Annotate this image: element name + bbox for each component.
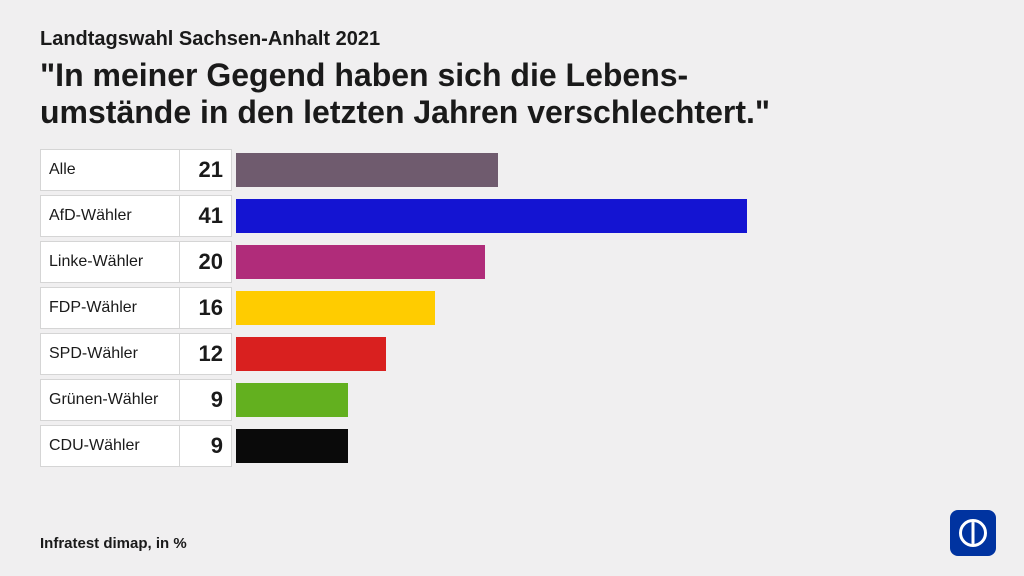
bar-track [236,241,984,283]
source-footer: Infratest dimap, in % [40,535,187,552]
title-line-1: "In meiner Gegend haben sich die Lebens- [40,57,688,93]
bar [236,291,435,325]
row-value: 21 [180,149,232,191]
row-value: 9 [180,379,232,421]
bar-chart: Alle21AfD-Wähler41Linke-Wähler20FDP-Wähl… [40,149,984,471]
bar-track [236,149,984,191]
row-label: SPD-Wähler [40,333,180,375]
bar-track [236,287,984,329]
row-value: 41 [180,195,232,237]
row-value: 12 [180,333,232,375]
row-value: 20 [180,241,232,283]
row-label: Alle [40,149,180,191]
row-value: 16 [180,287,232,329]
table-row: CDU-Wähler9 [40,425,984,467]
table-row: AfD-Wähler41 [40,195,984,237]
row-label: Grünen-Wähler [40,379,180,421]
table-row: Grünen-Wähler9 [40,379,984,421]
row-label: FDP-Wähler [40,287,180,329]
bar [236,337,386,371]
bar-track [236,195,984,237]
bar-track [236,379,984,421]
table-row: Alle21 [40,149,984,191]
table-row: Linke-Wähler20 [40,241,984,283]
bar-track [236,333,984,375]
bar [236,153,498,187]
table-row: SPD-Wähler12 [40,333,984,375]
table-row: FDP-Wähler16 [40,287,984,329]
bar [236,429,348,463]
bar [236,245,485,279]
row-value: 9 [180,425,232,467]
bar [236,383,348,417]
row-label: AfD-Wähler [40,195,180,237]
bar-track [236,425,984,467]
supertitle: Landtagswahl Sachsen-Anhalt 2021 [40,28,984,51]
broadcaster-logo [950,510,996,556]
bar [236,199,747,233]
title-line-2: umstände in den letzten Jahren verschlec… [40,94,770,130]
page-title: "In meiner Gegend haben sich die Lebens-… [40,57,984,131]
row-label: CDU-Wähler [40,425,180,467]
ard-logo-icon [959,519,987,547]
row-label: Linke-Wähler [40,241,180,283]
